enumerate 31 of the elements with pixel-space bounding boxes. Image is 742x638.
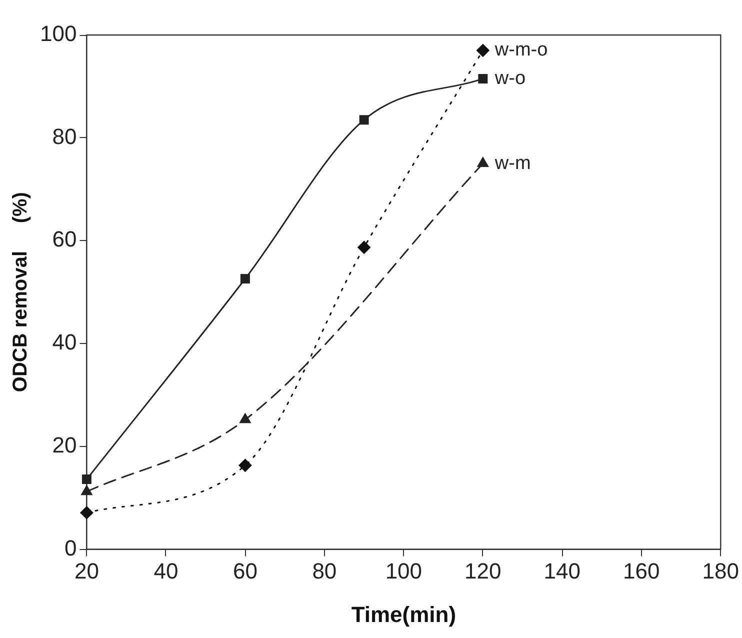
x-tick-label: 40 bbox=[154, 558, 178, 584]
x-tick-label: 100 bbox=[385, 558, 422, 584]
series-label: w-m-o bbox=[494, 40, 548, 61]
x-tick-label: 180 bbox=[702, 558, 740, 584]
point bbox=[476, 44, 490, 57]
y-tick-label: 20 bbox=[52, 432, 77, 458]
x-axis-title: Time(min) bbox=[351, 602, 456, 627]
point bbox=[359, 115, 369, 125]
point bbox=[80, 506, 94, 520]
y-tick-label: 40 bbox=[52, 330, 77, 355]
y-tick-label: 80 bbox=[52, 124, 77, 149]
point bbox=[240, 274, 250, 284]
point bbox=[238, 458, 252, 472]
y-axis-title: ODCB removal (%) bbox=[10, 192, 32, 392]
y-tick-label: 0 bbox=[64, 535, 77, 560]
point bbox=[81, 485, 92, 496]
x-tick-label: 120 bbox=[464, 558, 502, 584]
point bbox=[478, 74, 488, 84]
series-label: w-o bbox=[494, 68, 526, 89]
x-tick-label: 160 bbox=[623, 558, 660, 584]
point bbox=[82, 474, 92, 484]
series-label: w-m bbox=[494, 152, 531, 174]
x-tick-label: 20 bbox=[74, 558, 99, 584]
point bbox=[477, 157, 489, 168]
x-tick-label: 60 bbox=[232, 558, 258, 584]
point bbox=[239, 413, 251, 424]
y-tick-label: 60 bbox=[52, 226, 77, 252]
y-tick-label: 100 bbox=[40, 21, 77, 46]
x-tick-label: 140 bbox=[544, 558, 581, 584]
point bbox=[358, 240, 371, 254]
x-tick-label: 80 bbox=[312, 558, 337, 584]
